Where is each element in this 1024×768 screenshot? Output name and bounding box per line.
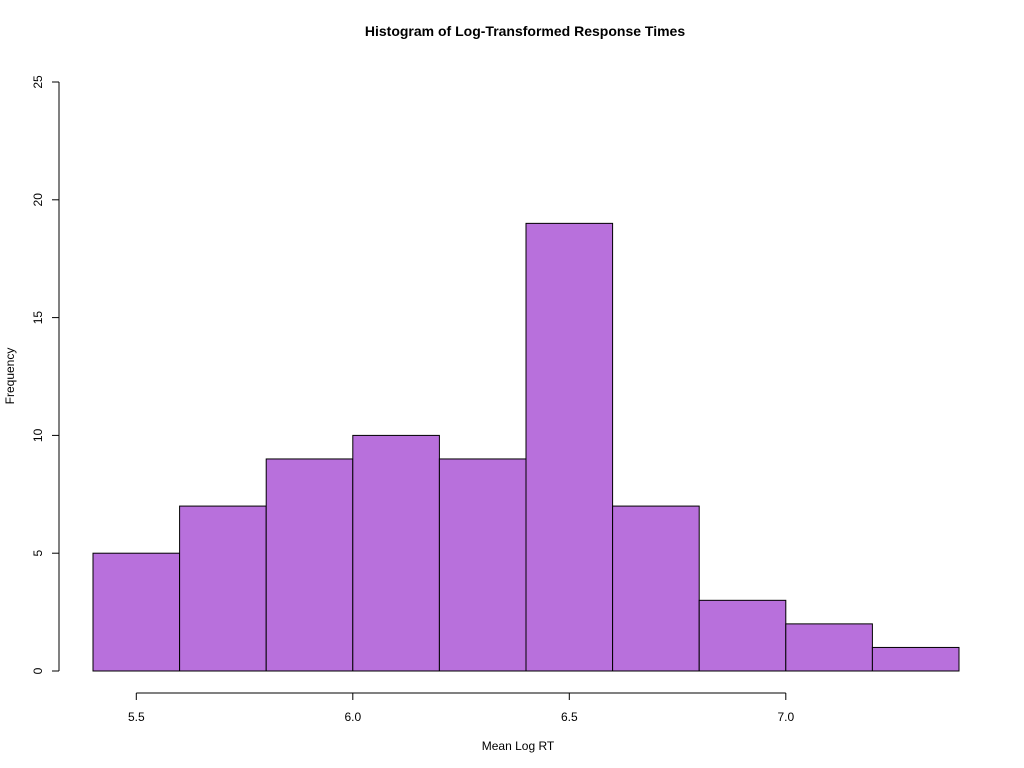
y-tick-label: 25 — [31, 75, 45, 89]
y-tick-label: 20 — [31, 193, 45, 207]
y-tick-label: 10 — [31, 428, 45, 442]
x-axis-label: Mean Log RT — [482, 739, 555, 753]
x-tick-label: 6.5 — [561, 710, 578, 724]
histogram-bar — [179, 505, 267, 672]
x-tick-label: 7.0 — [777, 710, 794, 724]
x-tick-label: 6.0 — [344, 710, 361, 724]
histogram-bar — [871, 646, 960, 672]
y-tick-label: 0 — [31, 667, 45, 674]
histogram-bar — [265, 458, 354, 672]
histogram-bar — [612, 505, 700, 672]
chart-title: Histogram of Log-Transformed Response Ti… — [365, 23, 685, 39]
y-axis: 0 5 10 15 20 25 — [31, 75, 60, 674]
histogram-bar — [438, 458, 527, 672]
histogram-bar — [525, 222, 614, 672]
histogram-bar — [92, 552, 181, 672]
x-tick-label: 5.5 — [128, 710, 145, 724]
y-tick-label: 5 — [31, 550, 45, 557]
bars-group — [92, 222, 960, 672]
histogram-bar — [698, 599, 787, 672]
y-tick-label: 15 — [31, 311, 45, 325]
x-axis: 5.5 6.0 6.5 7.0 — [128, 692, 794, 724]
histogram-bar — [352, 434, 440, 672]
y-axis-label: Frequency — [3, 348, 17, 405]
histogram-bar — [785, 623, 873, 672]
